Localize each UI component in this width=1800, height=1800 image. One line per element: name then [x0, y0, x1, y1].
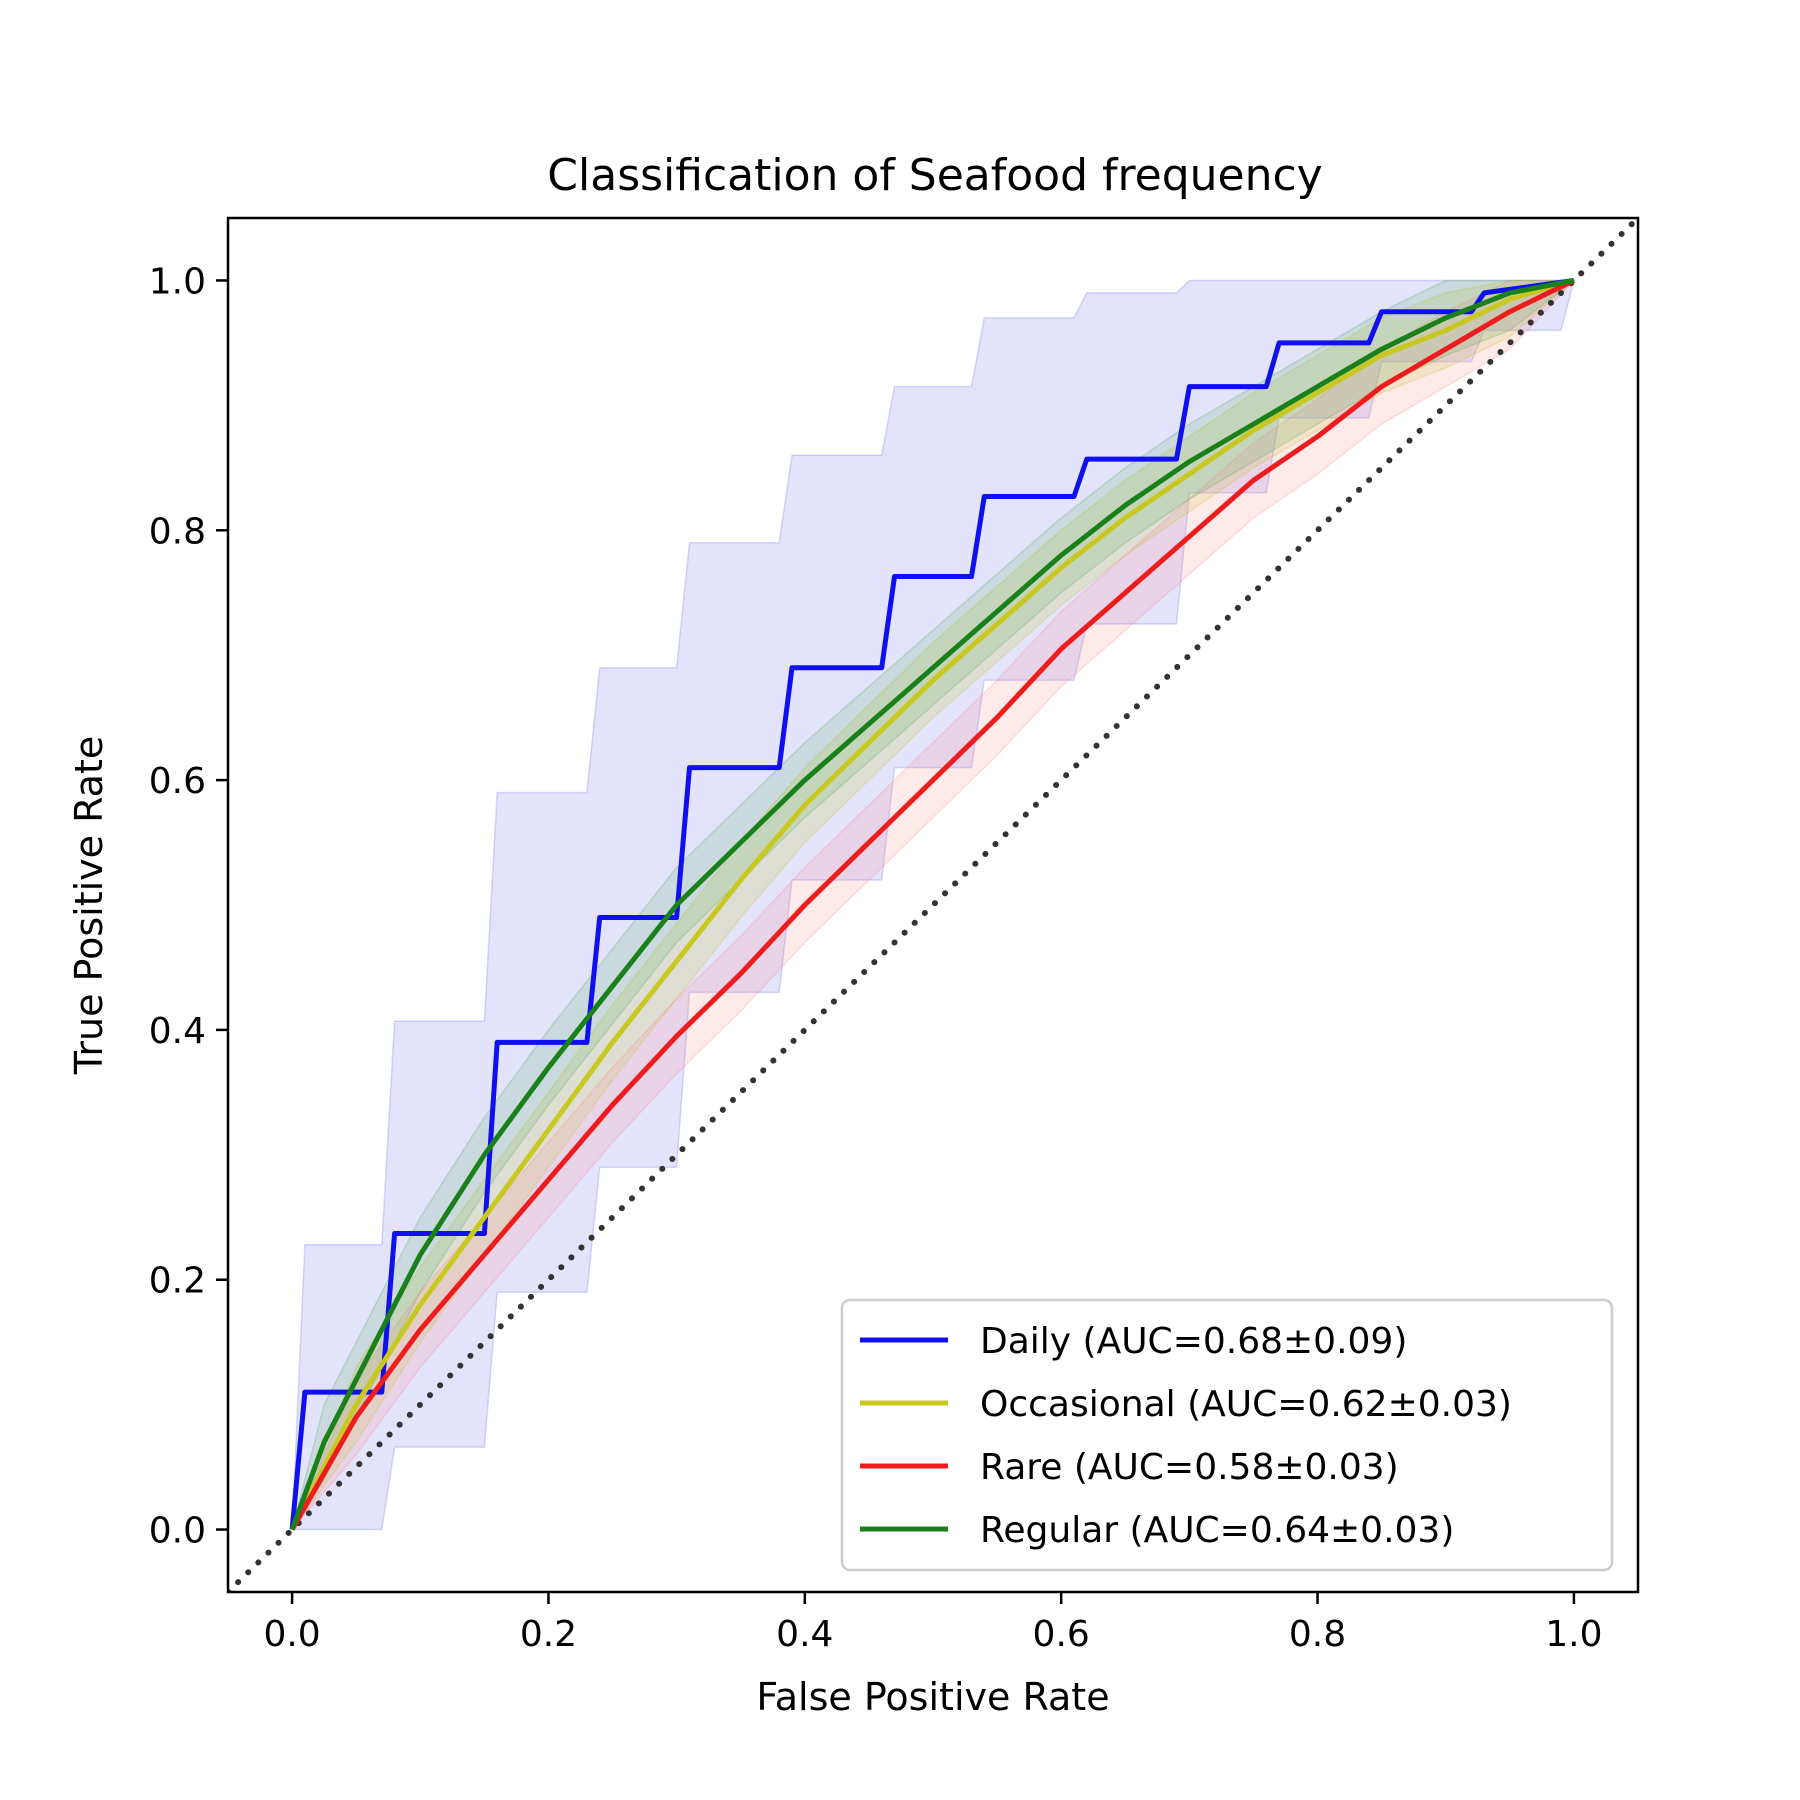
y-axis-label: True Positive Rate: [67, 736, 111, 1076]
plot-area: [226, 216, 1640, 1594]
series-line-occasional: [289, 278, 1575, 1531]
chance-line-group: [228, 218, 1638, 1592]
x-axis-label: False Positive Rate: [756, 1675, 1109, 1719]
y-tick-label: 1.0: [149, 261, 206, 302]
x-tick-label: 0.0: [263, 1614, 320, 1655]
chance-line: [228, 218, 1638, 1592]
x-tick-label: 0.8: [1289, 1614, 1346, 1655]
plot-frame: [226, 216, 1640, 1594]
legend-items: Daily (AUC=0.68±0.09) Occasional (AUC=0.6…: [860, 1321, 1512, 1551]
x-tick-label: 0.6: [1033, 1614, 1090, 1655]
y-tick-label: 0.8: [149, 511, 206, 552]
y-axis: 0.0 0.2 0.4 0.6 0.8 1.0: [149, 261, 228, 1552]
series-line-daily: [289, 278, 1575, 1530]
legend-label: Rare (AUC=0.58±0.03): [980, 1447, 1399, 1488]
chart-title: Classification of Seafood frequency: [547, 150, 1322, 201]
series-line-rare: [289, 278, 1575, 1531]
legend-box: [840, 1298, 1614, 1572]
legend-label: Daily (AUC=0.68±0.09): [980, 1321, 1407, 1362]
x-tick-label: 0.2: [520, 1614, 577, 1655]
y-tick-label: 0.6: [149, 761, 206, 802]
legend-label: Regular (AUC=0.64±0.03): [980, 1510, 1454, 1551]
legend-label: Occasional (AUC=0.62±0.03): [980, 1384, 1512, 1425]
x-tick-label: 1.0: [1545, 1614, 1602, 1655]
y-tick-label: 0.4: [149, 1011, 206, 1052]
x-tick-label: 0.4: [776, 1614, 833, 1655]
x-axis: 0.0 0.2 0.4 0.6 0.8 1.0: [263, 1592, 1603, 1655]
legend: Daily (AUC=0.68±0.09) Occasional (AUC=0.6…: [840, 1298, 1614, 1572]
series-line-regular: [289, 278, 1575, 1531]
series-lines: [289, 278, 1575, 1531]
y-tick-label: 0.2: [149, 1261, 206, 1302]
y-tick-label: 0.0: [149, 1511, 206, 1552]
